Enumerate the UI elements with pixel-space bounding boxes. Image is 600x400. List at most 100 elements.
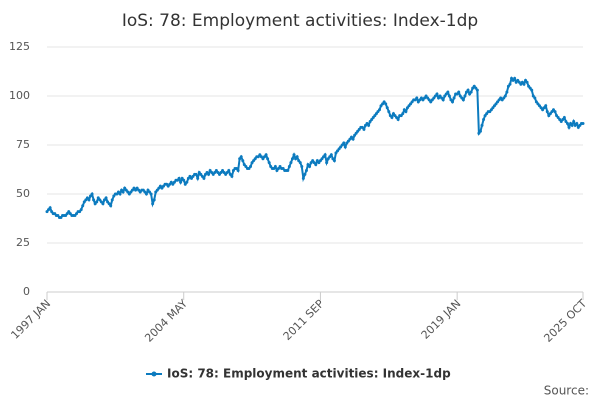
data-point [508, 82, 512, 86]
source: Source: [544, 384, 589, 398]
data-point [152, 198, 156, 202]
data-point [575, 121, 579, 125]
data-point [295, 155, 299, 159]
data-point [480, 123, 484, 127]
data-point [81, 204, 85, 208]
data-point [367, 123, 371, 127]
data-point [151, 202, 155, 206]
data-point [545, 110, 549, 114]
data-point [267, 161, 271, 165]
data-point [401, 112, 405, 116]
data-point [286, 168, 290, 172]
data-point [466, 88, 470, 92]
data-point [290, 157, 294, 161]
data-point [461, 98, 465, 102]
data-point [239, 155, 243, 159]
data-point [505, 90, 509, 94]
data-point [482, 118, 486, 122]
data-point [95, 200, 99, 204]
data-point [475, 88, 479, 92]
x-tick-label: 1997 JAN [8, 297, 53, 342]
data-point [207, 172, 211, 176]
data-point [457, 90, 461, 94]
x-tick-label: 2004 MAY [142, 297, 190, 345]
data-point [530, 88, 534, 92]
data-point [342, 141, 346, 145]
data-point [194, 172, 198, 176]
data-point [441, 98, 445, 102]
data-point [227, 168, 231, 172]
data-point [329, 153, 333, 157]
data-point [435, 92, 439, 96]
data-point [565, 121, 569, 125]
data-point [343, 145, 347, 149]
legend-label: IoS: 78: Employment activities: Index-1d… [167, 367, 451, 381]
x-tick-label: 2025 OCT [541, 297, 589, 345]
y-tick-label: 125 [9, 40, 30, 53]
data-point [478, 129, 482, 133]
data-point [385, 106, 389, 110]
x-tick-label: 2019 JAN [419, 297, 464, 342]
data-point [314, 163, 318, 167]
data-point [104, 196, 108, 200]
data-point [446, 90, 450, 94]
data-point [332, 159, 336, 163]
data-point [241, 159, 245, 163]
data-point [149, 192, 153, 196]
data-point [298, 161, 302, 165]
data-point [48, 206, 52, 210]
data-point [301, 176, 305, 180]
data-point [390, 116, 394, 120]
data-point [544, 104, 548, 108]
data-point [109, 204, 113, 208]
data-point [289, 161, 293, 165]
data-point [396, 118, 400, 122]
data-point [92, 198, 96, 202]
data-point [463, 94, 467, 98]
data-point [387, 110, 391, 114]
data-point [503, 94, 507, 98]
data-point [182, 178, 186, 182]
y-tick-label: 100 [9, 89, 30, 102]
data-point [553, 110, 557, 114]
data-point [384, 102, 388, 106]
data-point [304, 168, 308, 172]
data-point [351, 137, 355, 141]
data-point [450, 100, 454, 104]
data-point [236, 168, 240, 172]
data-point [525, 80, 529, 84]
data-point [273, 165, 277, 169]
data-point [177, 176, 181, 180]
data-point [303, 172, 307, 176]
data-point [377, 108, 381, 112]
data-point [452, 96, 456, 100]
x-tick-label: 2011 SEP [281, 297, 327, 343]
data-point [144, 192, 148, 196]
chart-title: IoS: 78: Employment activities: Index-1d… [122, 11, 478, 31]
data-point [415, 96, 419, 100]
data-point [567, 125, 571, 129]
data-point [230, 174, 234, 178]
y-tick-label: 50 [16, 187, 30, 200]
y-tick-label: 0 [23, 285, 30, 298]
data-point [562, 116, 566, 120]
legend-marker [151, 371, 157, 377]
data-point [308, 165, 312, 169]
data-point [287, 165, 291, 169]
data-point [110, 198, 114, 202]
data-point [266, 157, 270, 161]
data-point [570, 123, 574, 127]
data-point [292, 153, 296, 157]
data-point [249, 165, 253, 169]
data-point [300, 165, 304, 169]
data-point [513, 76, 517, 80]
data-point [185, 180, 189, 184]
data-point [101, 202, 105, 206]
data-point [196, 176, 200, 180]
y-tick-label: 75 [16, 138, 30, 151]
y-tick-label: 25 [16, 236, 30, 249]
data-point [325, 161, 329, 165]
data-point [264, 153, 268, 157]
data-point [90, 192, 94, 196]
